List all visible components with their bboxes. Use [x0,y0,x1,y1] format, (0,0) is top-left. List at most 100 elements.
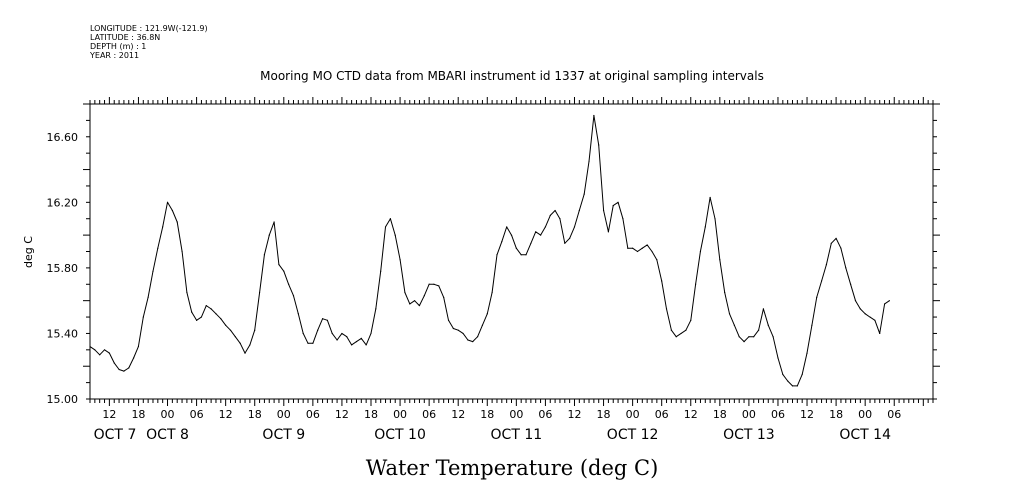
data-point [535,231,537,233]
data-point [351,344,353,346]
x-day-label: OCT 10 [374,427,426,443]
data-point [447,319,450,321]
data-point [554,209,556,212]
latitude-label: LATITUDE : 36.8N [90,33,160,42]
data-point [263,254,266,256]
data-point [476,336,479,338]
y-tick-label: 15.00 [47,393,79,406]
data-point [462,332,464,335]
data-point [622,218,624,220]
data-point [171,209,173,212]
data-point [258,291,261,294]
series-line [89,115,890,387]
data-point [355,341,358,343]
data-point [699,250,702,253]
data-point [321,318,324,320]
data-point [583,193,585,195]
data-point [108,352,110,354]
y-tick-label: 15.40 [47,327,79,340]
x-tick-label: 00 [277,408,291,421]
data-point [530,242,532,244]
data-point [564,242,566,244]
data-point [506,226,508,228]
y-axis-label: deg C [22,236,35,268]
data-point [675,336,677,338]
data-point [544,226,547,228]
data-point [443,296,445,298]
data-point [840,247,842,249]
data-point [782,373,784,376]
x-tick-label: 12 [335,408,349,421]
data-point [569,237,571,239]
data-point [205,304,207,307]
data-point [510,234,513,236]
data-point [757,329,760,331]
data-point [239,342,241,344]
data-point [394,234,396,236]
data-point [578,209,580,212]
data-point [288,283,290,285]
data-point [370,332,372,335]
data-point [428,283,430,285]
year-label: YEAR : 2011 [89,51,139,60]
x-day-label: OCT 7 [94,427,137,443]
axis-ticks [83,97,940,406]
data-point [389,218,391,220]
data-point [767,324,769,326]
data-point [617,201,619,203]
data-point [801,373,803,376]
x-tick-label: 18 [480,408,494,421]
x-tick-label: 06 [887,408,901,421]
data-point [709,196,711,199]
data-point [249,344,251,346]
data-point [830,242,832,244]
data-point [845,267,847,269]
data-point [118,368,120,371]
data-point [670,329,672,331]
data-point [559,218,561,220]
data-point [651,250,653,253]
data-point [404,291,406,294]
data-point [869,316,871,318]
data-point [850,283,852,285]
x-day-label: OCT 14 [839,427,891,443]
data-point [539,234,542,236]
data-point [99,354,101,356]
data-point [302,332,304,335]
data-point [515,247,517,249]
chart-title: Mooring MO CTD data from MBARI instrumen… [260,69,764,83]
data-point [176,221,178,223]
x-tick-label: 12 [567,408,581,421]
data-point [414,300,416,302]
data-point [835,237,837,239]
x-day-label: OCT 11 [491,427,543,443]
data-point [268,234,270,236]
data-point [549,214,551,217]
data-point [297,313,299,315]
data-point [859,308,861,310]
data-point [220,318,222,320]
x-tick-label: 12 [451,408,465,421]
data-point [486,313,488,315]
axis-tick-labels: 15.00 15.40 15.80 16.20 16.60 12 18 00 06 12 18 00 0… [47,131,902,443]
x-tick-label: 12 [219,408,233,421]
data-point [472,341,474,343]
x-tick-label: 06 [538,408,552,421]
data-point [157,247,159,249]
data-point [94,349,96,351]
data-point [685,329,687,331]
data-point [632,247,634,249]
x-tick-label: 18 [248,408,262,421]
data-point [133,357,135,359]
data-point [191,311,193,313]
data-point [457,329,459,331]
depth-label: DEPTH (m) : 1 [90,42,146,51]
data-point [215,313,217,315]
data-point [128,367,130,369]
data-point [123,370,125,372]
data-point [665,308,668,310]
x-tick-label: 06 [306,408,320,421]
data-point [680,332,682,335]
data-point [501,241,503,243]
x-tick-label: 06 [422,408,436,421]
